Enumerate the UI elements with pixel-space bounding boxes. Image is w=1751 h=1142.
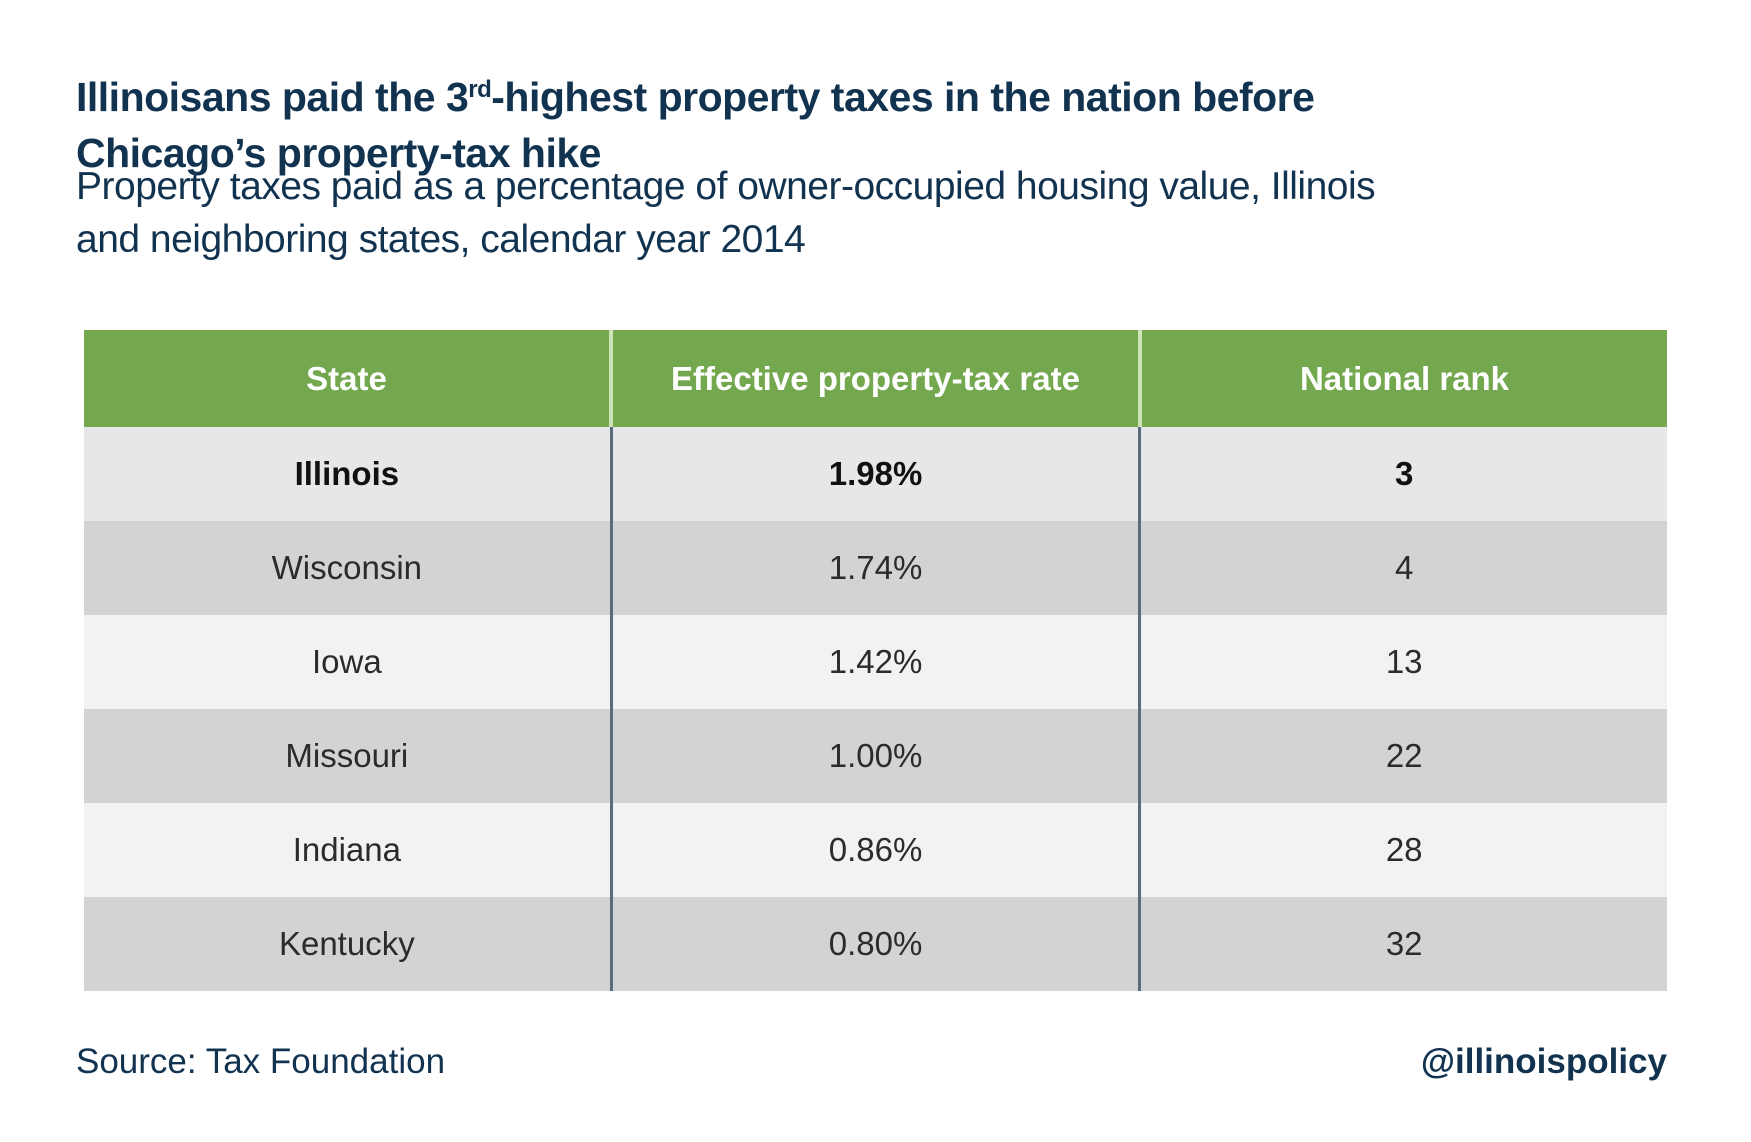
title-line1-pre: Illinoisans paid the 3 [76,74,469,121]
column-header-rank: National rank [1138,330,1667,427]
rank-cell: 22 [1138,709,1668,803]
subtitle-line2: and neighboring states, calendar year 20… [76,218,806,261]
rate-cell: 0.80% [609,897,1139,991]
state-cell: Kentucky [84,897,610,991]
rate-cell: 1.00% [609,709,1139,803]
source-attribution: Source: Tax Foundation [76,1042,446,1081]
table-row-iowa: Iowa 1.42% 13 [84,615,1668,709]
rank-cell: 13 [1138,615,1668,709]
rank-cell: 4 [1138,521,1668,615]
state-cell: Iowa [84,615,610,709]
page-title: Illinoisans paid the 3rd-highest propert… [76,69,1556,181]
table-row-illinois: Illinois 1.98% 3 [84,427,1668,521]
page-subtitle: Property taxes paid as a percentage of o… [76,160,1576,266]
state-cell: Illinois [84,427,610,521]
rate-cell: 1.74% [609,521,1139,615]
rank-cell: 28 [1138,803,1668,897]
social-handle: @illinoispolicy [1420,1042,1667,1081]
state-cell: Indiana [84,803,610,897]
rate-cell: 0.86% [609,803,1139,897]
column-header-rate: Effective property-tax rate [609,330,1138,427]
table-row-wisconsin: Wisconsin 1.74% 4 [84,521,1668,615]
footer: Source: Tax Foundation @illinoispolicy [76,1042,1667,1082]
rank-cell: 3 [1138,427,1668,521]
table-row-indiana: Indiana 0.86% 28 [84,803,1668,897]
title-ordinal-superscript: rd [468,76,492,104]
state-cell: Missouri [84,709,610,803]
property-tax-table: State Effective property-tax rate Nation… [84,330,1668,991]
table-row-kentucky: Kentucky 0.80% 32 [84,897,1668,991]
subtitle-line1: Property taxes paid as a percentage of o… [76,165,1376,208]
rate-cell: 1.42% [609,615,1139,709]
table-header-row: State Effective property-tax rate Nation… [84,330,1667,427]
table-row-missouri: Missouri 1.00% 22 [84,709,1668,803]
title-line2: Chicago’s property-tax hike [76,130,601,177]
state-cell: Wisconsin [84,521,610,615]
rank-cell: 32 [1138,897,1668,991]
rate-cell: 1.98% [609,427,1139,521]
column-header-state: State [84,330,609,427]
title-line1-post: -highest property taxes in the nation be… [491,74,1315,121]
table-body: Illinois 1.98% 3 Wisconsin 1.74% 4 Iowa … [84,427,1668,991]
